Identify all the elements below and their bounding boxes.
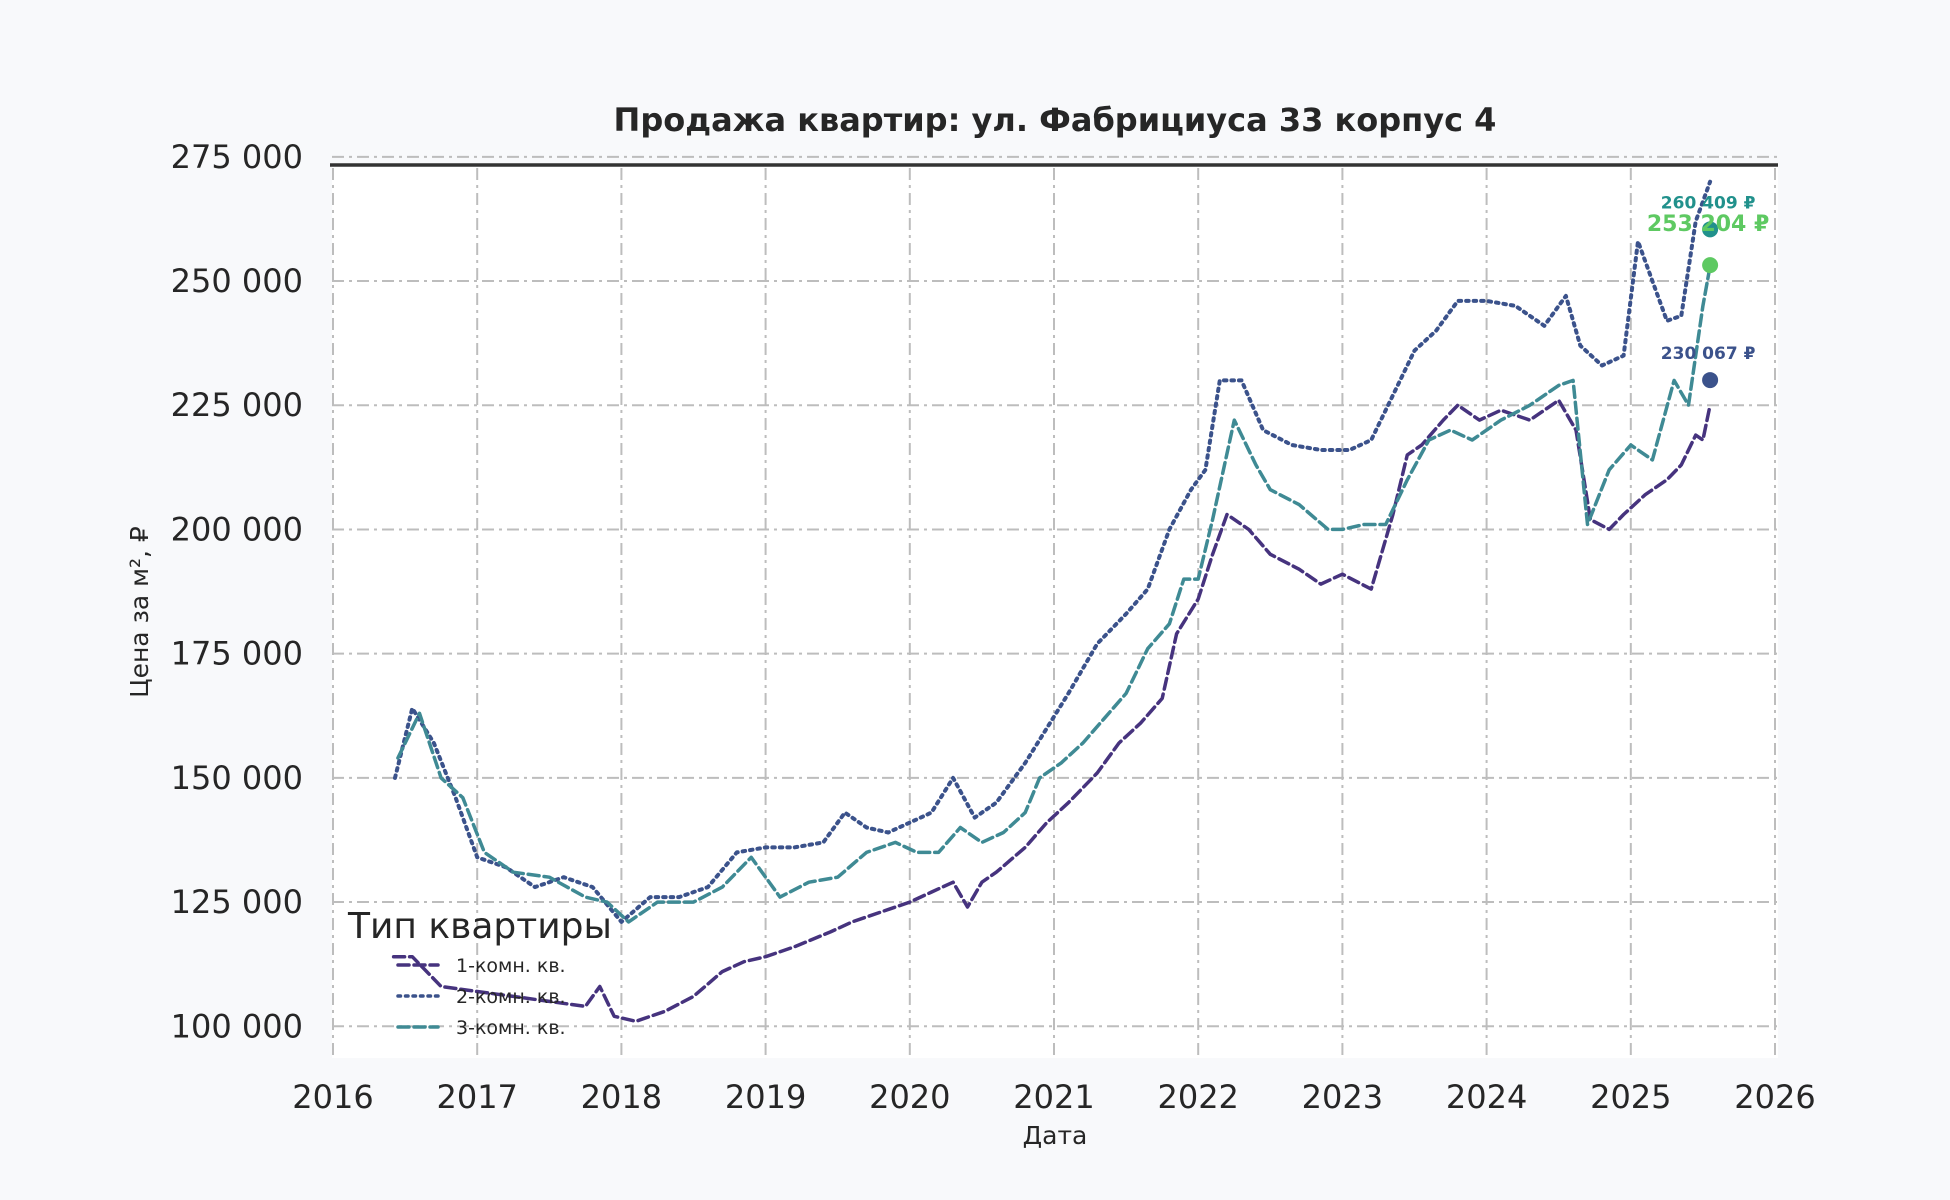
x-tick-label-2020: 2020	[869, 1078, 950, 1116]
endpoints-layer: 260 409 ₽253 204 ₽ 230 067 ₽	[1647, 193, 1769, 389]
legend-label-2-комн-кв: 2-комн. кв.	[456, 986, 566, 1008]
end-point-label-3-комн-кв: 253 204 ₽	[1647, 212, 1769, 237]
end-point-label-1-комн-кв: 230 067 ₽	[1661, 344, 1756, 364]
x-tick-label-2018: 2018	[581, 1078, 662, 1116]
legend: Тип квартиры 1-комн. кв. 2-комн. кв. 3-ком…	[347, 906, 612, 1039]
x-tick-label-2021: 2021	[1013, 1078, 1094, 1116]
legend-label-1-комн-кв: 1-комн. кв.	[456, 955, 566, 977]
x-tick-label-2024: 2024	[1446, 1078, 1527, 1116]
x-axis-label: Дата	[1023, 1121, 1088, 1150]
x-tick-labels: 2016 2017 2018 2019 2020 2021 2022 2023 2024 2025…	[292, 1078, 1815, 1116]
series-line-2-комн-кв	[393, 179, 1713, 924]
x-tick-label-2019: 2019	[725, 1078, 806, 1116]
series-line-1-комн-кв	[391, 398, 1712, 1024]
y-tick-label-225000: 225 000	[171, 386, 303, 424]
chart-title: Продажа квартир: ул. Фабрициуса 33 корпу…	[614, 101, 1497, 139]
end-point-3-комн-кв	[1702, 257, 1719, 274]
y-tick-label-125000: 125 000	[171, 883, 303, 921]
y-tick-label-250000: 250 000	[171, 262, 303, 300]
x-tick-label-2017: 2017	[436, 1078, 517, 1116]
x-tick-label-2026: 2026	[1734, 1078, 1815, 1116]
series-layer	[391, 179, 1713, 1024]
end-point-label-2-комн-кв: 260 409 ₽	[1661, 193, 1756, 213]
x-tick-label-2016: 2016	[292, 1078, 373, 1116]
grid	[332, 155, 1778, 1058]
end-point-2-комн-кв	[1702, 221, 1719, 238]
y-tick-labels: 100 000 125 000 150 000 175 000 200 000 225 0…	[171, 138, 303, 1045]
x-tick-label-2022: 2022	[1157, 1078, 1238, 1116]
y-axis-label: Цена за м², ₽	[125, 526, 154, 698]
y-tick-label-275000: 275 000	[171, 138, 303, 176]
legend-label-3-комн-кв: 3-комн. кв.	[456, 1017, 566, 1039]
legend-title: Тип квартиры	[347, 906, 612, 947]
series-line-3-комн-кв	[396, 264, 1712, 924]
y-tick-label-100000: 100 000	[171, 1007, 303, 1045]
y-tick-label-200000: 200 000	[171, 510, 303, 548]
end-point-1-комн-кв	[1702, 372, 1719, 389]
x-tick-label-2025: 2025	[1590, 1078, 1671, 1116]
y-tick-label-175000: 175 000	[171, 635, 303, 673]
x-tick-label-2023: 2023	[1302, 1078, 1383, 1116]
y-tick-label-150000: 150 000	[171, 759, 303, 797]
